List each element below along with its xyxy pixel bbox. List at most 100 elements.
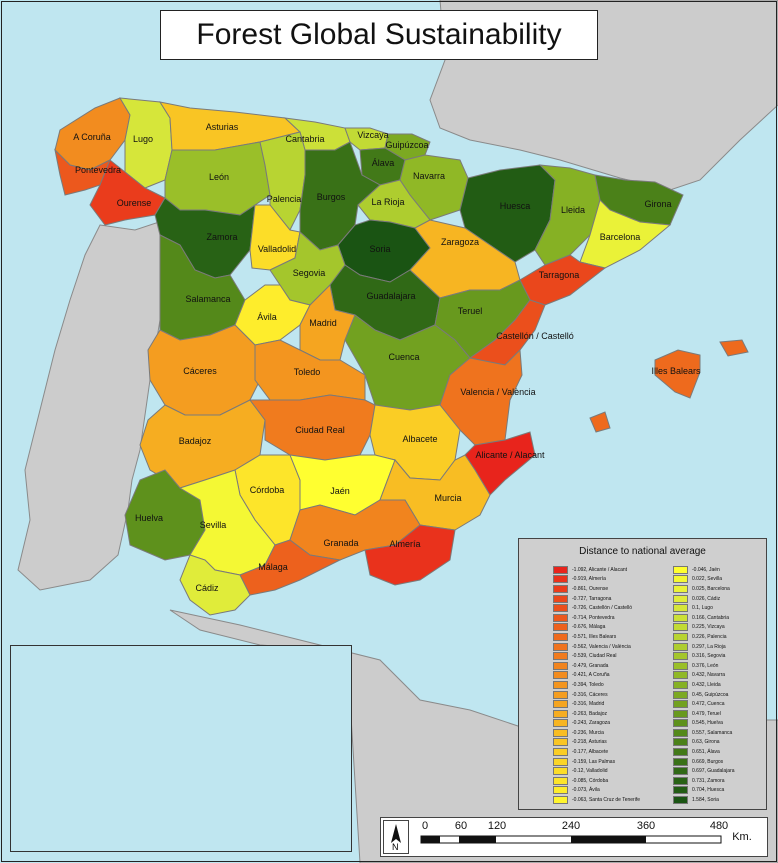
province-label-tarragona: Tarragona	[539, 270, 580, 280]
balearic-island	[589, 411, 611, 433]
legend-swatch	[553, 680, 568, 689]
province-label-alicante-alacant: Alicante / Alacant	[475, 450, 545, 460]
legend-label: 0.651, Álava	[692, 749, 720, 756]
legend-swatch	[553, 661, 568, 670]
legend-swatch	[673, 604, 688, 613]
legend-item: 0.545, Huelva	[673, 719, 735, 729]
legend-swatch	[553, 565, 568, 574]
legend-label: -0.421, A Coruña	[572, 672, 610, 679]
legend-swatch	[673, 709, 688, 718]
province-label-granada: Granada	[323, 538, 358, 548]
legend-label: -0.085, Córdoba	[572, 777, 609, 784]
legend-item: -0.177, Albacete	[553, 747, 640, 757]
province-label-illes-balears: Illes Balears	[651, 366, 701, 376]
province-label-valladolid: Valladolid	[258, 244, 296, 254]
province-label-salamanca: Salamanca	[185, 294, 230, 304]
province-label-cuenca: Cuenca	[388, 352, 419, 362]
legend-label: 0.545, Huelva	[692, 720, 723, 727]
province-label-teruel: Teruel	[458, 306, 483, 316]
scale-tick-240: 240	[561, 820, 581, 832]
province-label-malaga: Málaga	[258, 562, 288, 572]
legend-swatch	[673, 623, 688, 632]
legend-item: 0.669, Burgos	[673, 757, 735, 767]
legend-swatch	[553, 584, 568, 593]
legend-swatch	[673, 661, 688, 670]
province-label-jaen: Jaén	[330, 486, 350, 496]
legend-swatch	[673, 690, 688, 699]
province-label-girona: Girona	[644, 199, 671, 209]
legend-label: -0.727, Tarragona	[572, 595, 612, 602]
legend-label: -0.316, Cáceres	[572, 691, 608, 698]
legend-item: -0.539, Ciudad Real	[553, 651, 640, 661]
legend-label: 0.1, Lugo	[692, 605, 713, 612]
legend-item: 0.025, Barcelona	[673, 584, 735, 594]
legend-swatch	[553, 767, 568, 776]
legend-swatch	[553, 719, 568, 728]
scale-tick-0: 0	[421, 820, 429, 832]
legend-item: -0.063, Santa Cruz de Tenerife	[553, 795, 640, 805]
legend-label: -0.177, Albacete	[572, 749, 609, 756]
legend-item: -0.562, Valencia / València	[553, 642, 640, 652]
legend-item: -0.316, Madrid	[553, 699, 640, 709]
legend-item: 0.472, Cuenca	[673, 699, 735, 709]
legend-swatch	[553, 652, 568, 661]
province-label-segovia: Segovia	[293, 268, 326, 278]
legend-label: 0.669, Burgos	[692, 758, 724, 765]
province-label-barcelona: Barcelona	[600, 232, 641, 242]
legend-item: 0.432, Navarra	[673, 671, 735, 681]
province-label-sevilla: Sevilla	[200, 520, 227, 530]
legend-label: 0.697, Guadalajara	[692, 768, 735, 775]
legend-label: -0.046, Jaén	[692, 566, 720, 573]
legend-item: -0.046, Jaén	[673, 565, 735, 575]
legend-label: 0.226, Palencia	[692, 633, 727, 640]
scale-tick-120: 120	[487, 820, 507, 832]
legend-label: -1.092, Alicante / Alacant	[572, 566, 628, 573]
legend-item: 0.432, Lleida	[673, 680, 735, 690]
legend-item: -0.243, Zaragoza	[553, 719, 640, 729]
province-label-pontevedra: Pontevedra	[75, 165, 121, 175]
province-label-zaragoza: Zaragoza	[441, 237, 479, 247]
legend-label: -0.236, Murcia	[572, 729, 604, 736]
legend-item: 0.316, Segovia	[673, 651, 735, 661]
province-label-leon: León	[209, 172, 229, 182]
legend-swatch	[553, 786, 568, 795]
legend-label: 0.376, León	[692, 662, 719, 669]
legend-label: 0.025, Barcelona	[692, 585, 730, 592]
scale-bar: 0 60 120 240 360 480 Km.	[380, 817, 768, 857]
legend-item: 0.226, Palencia	[673, 632, 735, 642]
province-label-palencia: Palencia	[267, 194, 302, 204]
legend-swatch	[673, 700, 688, 709]
legend-label: 0.316, Segovia	[692, 653, 726, 660]
legend-label: -0.571, Illes Balears	[572, 633, 617, 640]
legend-swatch	[553, 700, 568, 709]
legend-label: 0.704, Huesca	[692, 787, 725, 794]
legend-label: -0.861, Ourense	[572, 585, 609, 592]
legend-swatch	[553, 671, 568, 680]
legend-label: -0.919, Almería	[572, 576, 606, 583]
province-label-badajoz: Badajoz	[179, 436, 212, 446]
scale-tick-60: 60	[454, 820, 468, 832]
province-label-valencia-valencia: Valencia / València	[460, 387, 535, 397]
legend-label: -0.12, Valladolid	[572, 768, 608, 775]
legend-swatch	[673, 642, 688, 651]
province-cadiz	[179, 554, 251, 616]
province-label-la-rioja: La Rioja	[371, 197, 404, 207]
legend-label: -0.159, Las Palmas	[572, 758, 616, 765]
legend-swatch	[673, 613, 688, 622]
canary-islands-inset	[10, 645, 352, 852]
legend-label: -0.394, Toledo	[572, 681, 604, 688]
legend-swatch	[553, 748, 568, 757]
scale-graphic	[420, 835, 722, 844]
legend-swatch	[673, 757, 688, 766]
legend-label: 0.731, Zamora	[692, 777, 725, 784]
legend-label: 0.45, Guipúzcoa	[692, 691, 729, 698]
legend-item: 0.63, Girona	[673, 738, 735, 748]
map-title: Forest Global Sustainability	[160, 10, 598, 60]
legend-label: -0.539, Ciudad Real	[572, 653, 617, 660]
legend-item: -0.726, Castellón / Castelló	[553, 603, 640, 613]
legend-swatch	[673, 632, 688, 641]
province-label-cantabria: Cantabria	[285, 134, 324, 144]
legend-label: 0.472, Cuenca	[692, 701, 725, 708]
province-madrid	[299, 283, 356, 361]
province-label-cadiz: Cádiz	[195, 583, 219, 593]
